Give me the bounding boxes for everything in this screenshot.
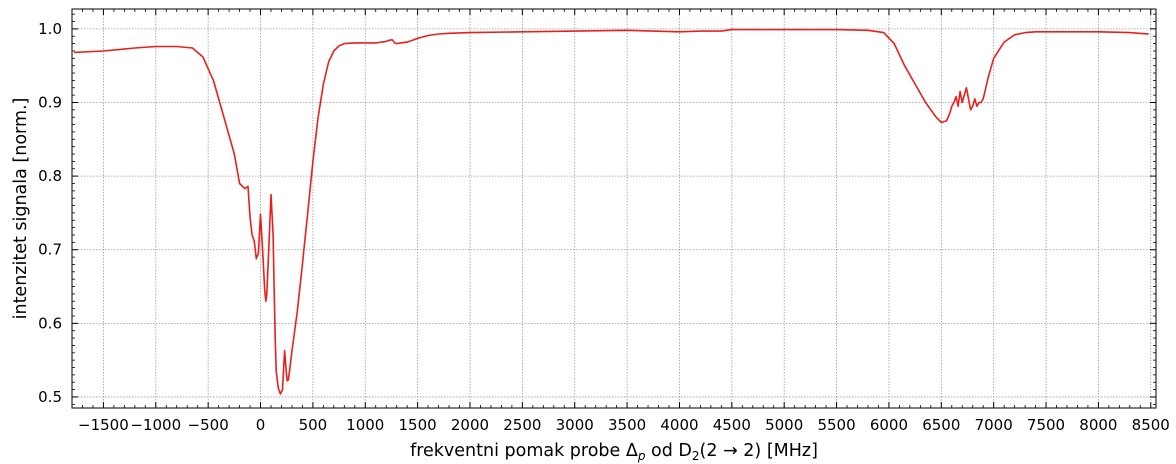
x-tick-label: 1000 xyxy=(346,416,384,434)
x-tick-label: 3500 xyxy=(608,416,646,434)
x-tick-label: 7000 xyxy=(975,416,1013,434)
x-tick-label: 0 xyxy=(256,416,266,434)
grid-layer xyxy=(72,9,1156,408)
x-tick-label: 7500 xyxy=(1027,416,1065,434)
x-tick-label: 8500 xyxy=(1132,416,1170,434)
tick-layer xyxy=(71,9,1156,408)
x-tick-label: 5000 xyxy=(765,416,803,434)
x-tick-label: −1500 xyxy=(78,416,129,434)
y-tick-label: 0.7 xyxy=(38,241,62,259)
x-axis-title-mid: od D xyxy=(645,441,691,461)
x-axis-title-subscript-2: 2 xyxy=(692,449,700,463)
x-axis-title-subscript-p: p xyxy=(637,449,646,463)
x-axis-title: frekventni pomak probe Δp od D2(2 → 2) [… xyxy=(410,441,818,463)
y-tick-label: 1.0 xyxy=(38,20,62,38)
y-tick-label: 0.5 xyxy=(38,388,62,406)
y-axis-title: intenzitet signala [norm.] xyxy=(11,98,31,320)
y-tick-label: 0.6 xyxy=(38,314,62,332)
plot-frame xyxy=(71,8,1157,409)
series-line xyxy=(74,28,1149,395)
series-layer xyxy=(74,28,1149,395)
x-tick-label: 5500 xyxy=(817,416,855,434)
x-tick-label: 2000 xyxy=(451,416,489,434)
label-layer: −1500 −1000 −500 0 500 1000 1500 2000 2500 3000 35… xyxy=(38,20,1170,434)
x-axis-title-suffix: (2 → 2) [MHz] xyxy=(700,441,818,461)
x-tick-label: 4500 xyxy=(713,416,751,434)
x-axis-title-prefix: frekventni pomak probe Δ xyxy=(410,441,638,461)
x-tick-label: 1500 xyxy=(399,416,437,434)
y-tick-label: 0.8 xyxy=(38,167,62,185)
x-tick-label: 4000 xyxy=(660,416,698,434)
x-tick-label: −1000 xyxy=(130,416,181,434)
x-tick-label: 6500 xyxy=(922,416,960,434)
x-tick-label: 500 xyxy=(299,416,328,434)
x-tick-label: 2500 xyxy=(503,416,541,434)
y-tick-label: 0.9 xyxy=(38,93,62,111)
x-tick-label: 3000 xyxy=(556,416,594,434)
x-tick-label: 8000 xyxy=(1079,416,1117,434)
x-tick-label: −500 xyxy=(188,416,229,434)
x-tick-label: 6000 xyxy=(870,416,908,434)
